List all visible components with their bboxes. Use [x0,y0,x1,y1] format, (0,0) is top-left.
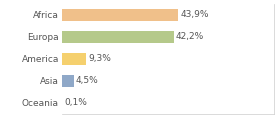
Text: 9,3%: 9,3% [88,54,111,63]
Text: 0,1%: 0,1% [64,98,87,107]
Bar [62,9,178,21]
Bar [62,75,74,87]
Text: 43,9%: 43,9% [181,10,209,19]
Bar [62,53,86,65]
Text: 4,5%: 4,5% [76,76,99,85]
Text: 42,2%: 42,2% [176,32,204,41]
Bar [62,31,174,43]
